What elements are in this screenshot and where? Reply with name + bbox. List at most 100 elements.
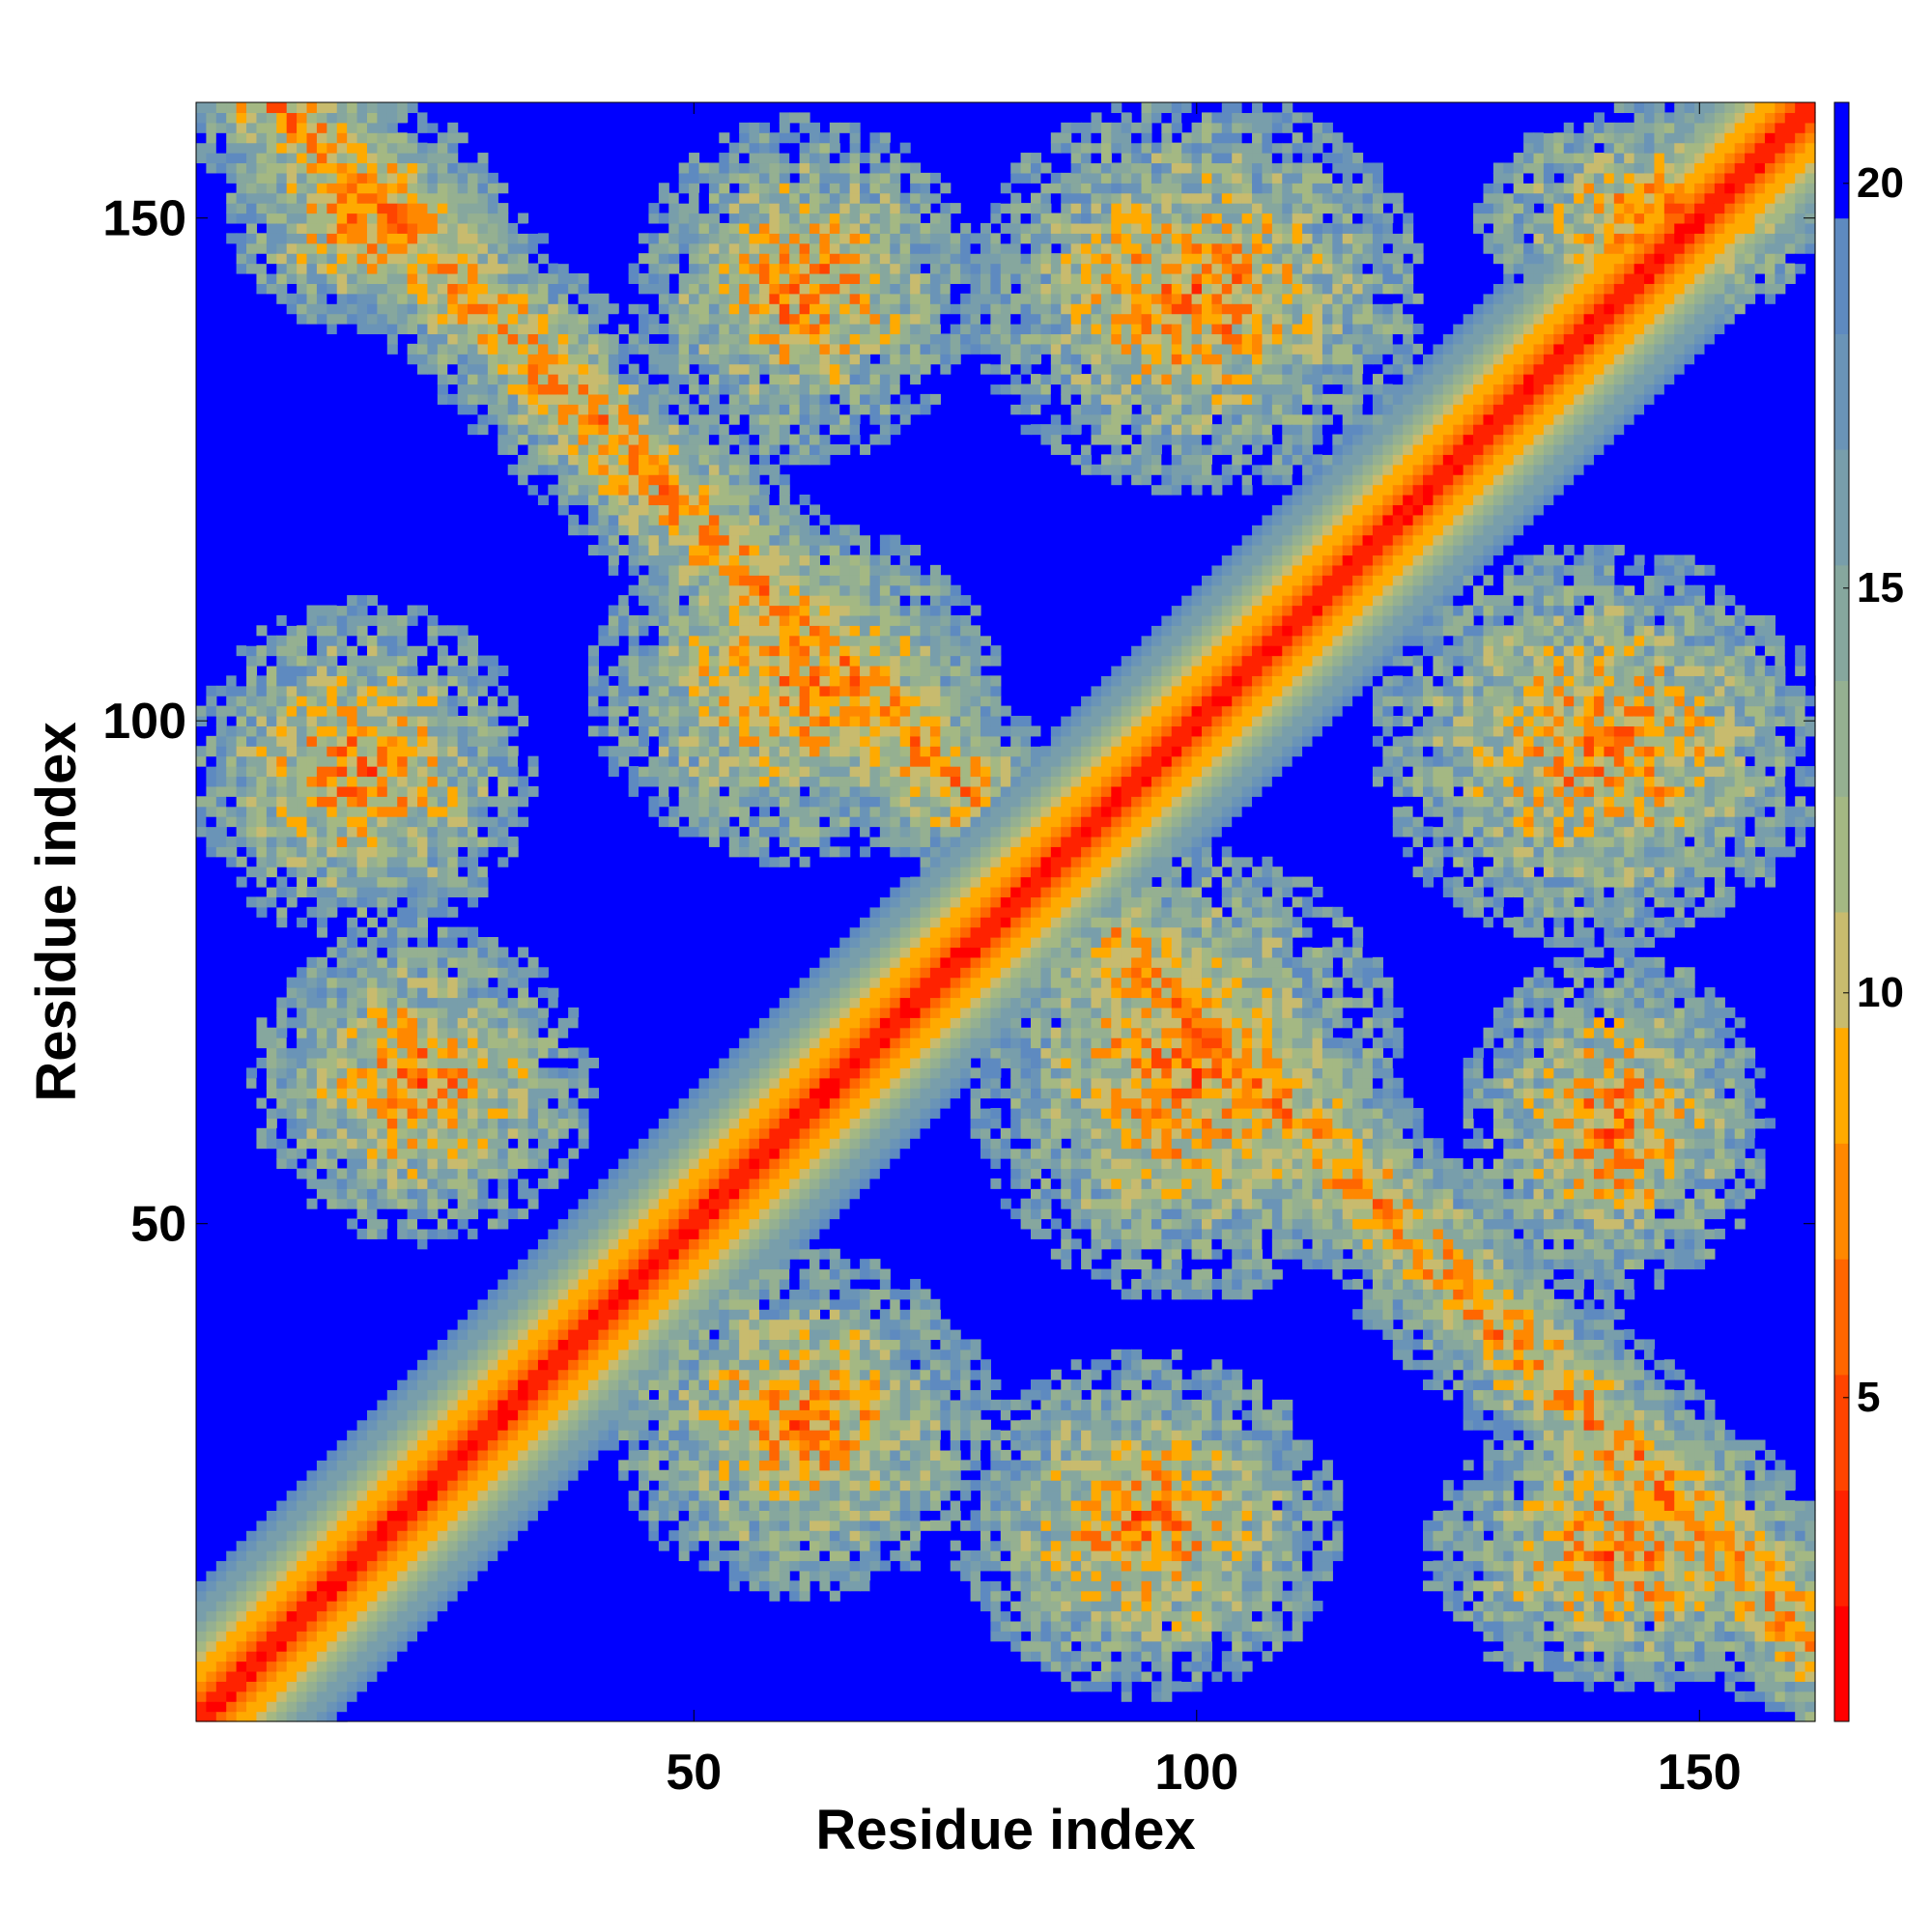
heatmap-cell <box>196 755 208 767</box>
heatmap-cell <box>578 1379 589 1391</box>
heatmap-cell <box>728 1520 740 1531</box>
heatmap-cell <box>266 645 277 657</box>
heatmap-cell <box>678 605 690 616</box>
heatmap-cell <box>266 1681 277 1692</box>
heatmap-cell <box>608 1460 619 1471</box>
heatmap-cell <box>347 1158 358 1170</box>
heatmap-cell <box>658 665 669 676</box>
heatmap-cell <box>618 685 630 696</box>
heatmap-cell <box>598 545 610 556</box>
heatmap-cell <box>537 343 549 355</box>
heatmap-cell <box>327 987 338 999</box>
heatmap-cell <box>739 1449 751 1461</box>
heatmap-cell <box>377 1158 388 1170</box>
heatmap-cell <box>497 222 509 234</box>
heatmap-cell <box>698 1430 710 1441</box>
heatmap-cell <box>316 625 327 637</box>
heatmap-cell <box>739 1480 751 1492</box>
heatmap-cell <box>306 1590 318 1602</box>
heatmap-cell <box>468 222 479 234</box>
heatmap-cell <box>347 836 358 847</box>
heatmap-cell <box>728 263 740 274</box>
heatmap-cell <box>366 956 378 968</box>
heatmap-cell <box>457 242 469 254</box>
heatmap-cell <box>689 283 700 295</box>
heatmap-cell <box>316 242 327 254</box>
heatmap-cell <box>598 343 610 355</box>
heatmap-cell <box>226 1590 238 1602</box>
heatmap-cell <box>587 1289 599 1300</box>
heatmap-cell <box>507 1148 519 1159</box>
heatmap-cell <box>236 746 247 757</box>
heatmap-cell <box>698 222 710 234</box>
heatmap-cell <box>266 1067 277 1079</box>
heatmap-cell <box>708 1067 720 1079</box>
heatmap-cell <box>427 333 439 345</box>
heatmap-cell <box>316 1027 327 1038</box>
heatmap-cell <box>648 203 660 214</box>
heatmap-cell <box>477 404 489 415</box>
heatmap-cell <box>266 696 277 707</box>
heatmap-cell <box>306 716 318 727</box>
heatmap-cell <box>297 796 308 808</box>
heatmap-cell <box>507 1158 519 1170</box>
heatmap-cell <box>518 1127 529 1139</box>
heatmap-cell <box>437 785 448 797</box>
heatmap-cell <box>678 162 690 174</box>
heatmap-cell <box>266 1670 277 1682</box>
heatmap-cell <box>518 1097 529 1109</box>
heatmap-cell <box>728 153 740 164</box>
heatmap-cell <box>386 685 398 696</box>
heatmap-cell <box>256 1670 268 1682</box>
heatmap-cell <box>347 776 358 787</box>
heatmap-cell <box>527 1259 539 1270</box>
heatmap-cell <box>568 494 580 505</box>
heatmap-cell <box>447 172 459 184</box>
heatmap-cell <box>427 122 439 133</box>
heatmap-cell <box>527 1469 539 1481</box>
heatmap-cell <box>266 836 277 847</box>
heatmap-cell <box>286 112 298 124</box>
heatmap-cell <box>447 263 459 274</box>
heatmap-cell <box>457 1580 469 1592</box>
heatmap-cell <box>618 1238 630 1250</box>
heatmap-cell <box>568 384 580 395</box>
heatmap-cell <box>266 1690 277 1702</box>
heatmap-cell <box>327 826 338 838</box>
heatmap-cell <box>497 1138 509 1150</box>
heatmap-cell <box>628 293 639 304</box>
heatmap-cell <box>719 1359 730 1371</box>
heatmap-cell <box>336 1138 348 1150</box>
heatmap-cell <box>206 142 217 154</box>
heatmap-cell <box>407 1198 418 1209</box>
heatmap-cell <box>327 1490 338 1501</box>
heatmap-cell <box>487 947 498 958</box>
heatmap-cell <box>206 1701 217 1713</box>
heatmap-cell <box>356 1439 368 1451</box>
heatmap-cell <box>377 1007 388 1018</box>
heatmap-cell <box>689 625 700 637</box>
heatmap-cell <box>347 735 358 747</box>
heatmap-cell <box>336 987 348 999</box>
heatmap-cell <box>468 876 479 888</box>
heatmap-cell <box>487 1198 498 1209</box>
heatmap-cell <box>377 313 388 325</box>
heatmap-cell <box>518 1107 529 1119</box>
heatmap-cell <box>728 1449 740 1461</box>
heatmap-cell <box>226 785 238 797</box>
heatmap-cell <box>417 142 429 154</box>
heatmap-cell <box>427 1057 439 1068</box>
heatmap-cell <box>639 1148 650 1159</box>
heatmap-cell <box>698 595 710 607</box>
heatmap-cell <box>497 826 509 838</box>
heatmap-cell <box>548 1490 559 1501</box>
heatmap-cell <box>608 514 619 526</box>
heatmap-cell <box>347 1047 358 1059</box>
heatmap-cell <box>598 1188 610 1200</box>
heatmap-cell <box>336 735 348 747</box>
heatmap-cell <box>708 1419 720 1431</box>
heatmap-cell <box>739 806 751 817</box>
heatmap-cell <box>417 153 429 164</box>
heatmap-cell <box>639 514 650 526</box>
heatmap-cell <box>407 614 418 626</box>
